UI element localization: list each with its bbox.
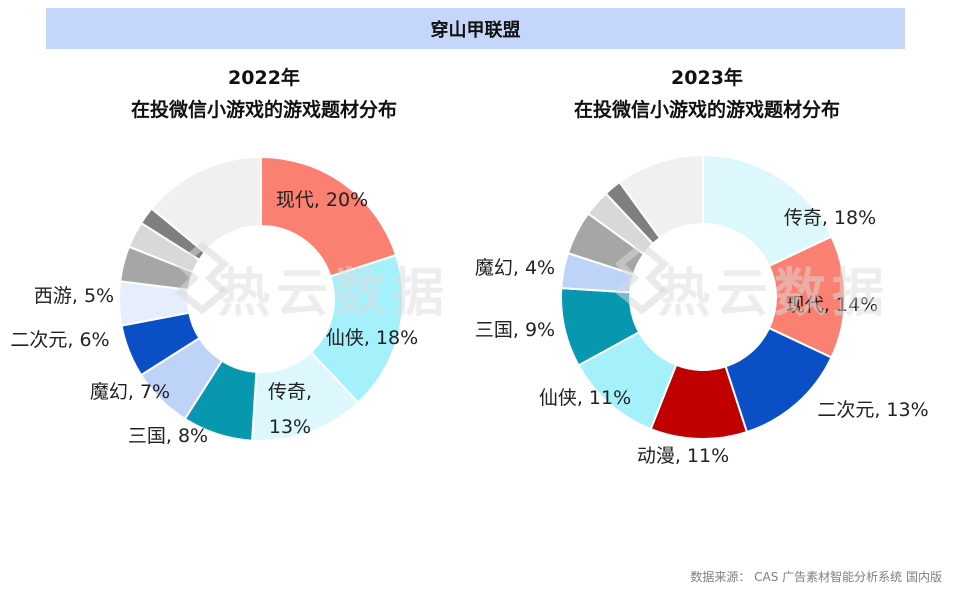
slice-label: 魔幻, 7%	[90, 381, 170, 403]
slice-label: 仙侠, 18%	[326, 327, 418, 349]
slice-label: 仙侠, 11%	[539, 387, 631, 409]
chart-title-line2: 在投微信小游戏的游戏题材分布	[130, 99, 397, 121]
watermark: 热云数据	[174, 241, 450, 324]
watermark-logo-icon	[174, 241, 230, 315]
donut-slice-other	[618, 153, 704, 240]
slice-label: 现代, 14%	[786, 294, 878, 316]
donut-slice-现代	[260, 155, 398, 278]
slice-label: 三国, 9%	[475, 319, 555, 341]
watermark-text: 热云数据	[658, 264, 890, 324]
watermark-logo-icon	[614, 241, 670, 315]
watermark-text: 热云数据	[218, 264, 450, 324]
slice-label: 三国, 8%	[128, 425, 208, 447]
chart-title-line1: 2023年	[671, 67, 743, 89]
donut-0	[118, 155, 404, 442]
donut-slice-传奇	[702, 153, 833, 268]
slice-label: 西游, 5%	[34, 285, 114, 307]
slice-label: 传奇, 18%	[784, 207, 876, 229]
watermark: 热云数据	[614, 241, 890, 324]
slice-label: 二次元, 6%	[10, 329, 109, 351]
data-source-note: 数据来源： CAS 广告素材智能分析系统 国内版	[690, 570, 942, 584]
header-banner: 穿山甲联盟	[46, 8, 905, 49]
chart-title-line2: 在投微信小游戏的游戏题材分布	[573, 99, 840, 121]
chart-title-2023: 2023年 在投微信小游戏的游戏题材分布	[497, 62, 917, 126]
slice-label: 现代, 20%	[276, 189, 368, 211]
donut-slice-other	[150, 155, 262, 254]
chart-title-2022: 2022年 在投微信小游戏的游戏题材分布	[54, 62, 474, 126]
slice-label: 二次元, 13%	[817, 399, 928, 421]
slice-label: 动漫, 11%	[637, 445, 729, 467]
slice-label: 魔幻, 4%	[475, 257, 555, 279]
chart-title-line1: 2022年	[228, 67, 300, 89]
donut-slice-仙侠	[309, 253, 404, 404]
donut-1	[560, 153, 846, 440]
header-title: 穿山甲联盟	[430, 19, 521, 41]
slice-label: 传奇, 13%	[268, 381, 312, 438]
